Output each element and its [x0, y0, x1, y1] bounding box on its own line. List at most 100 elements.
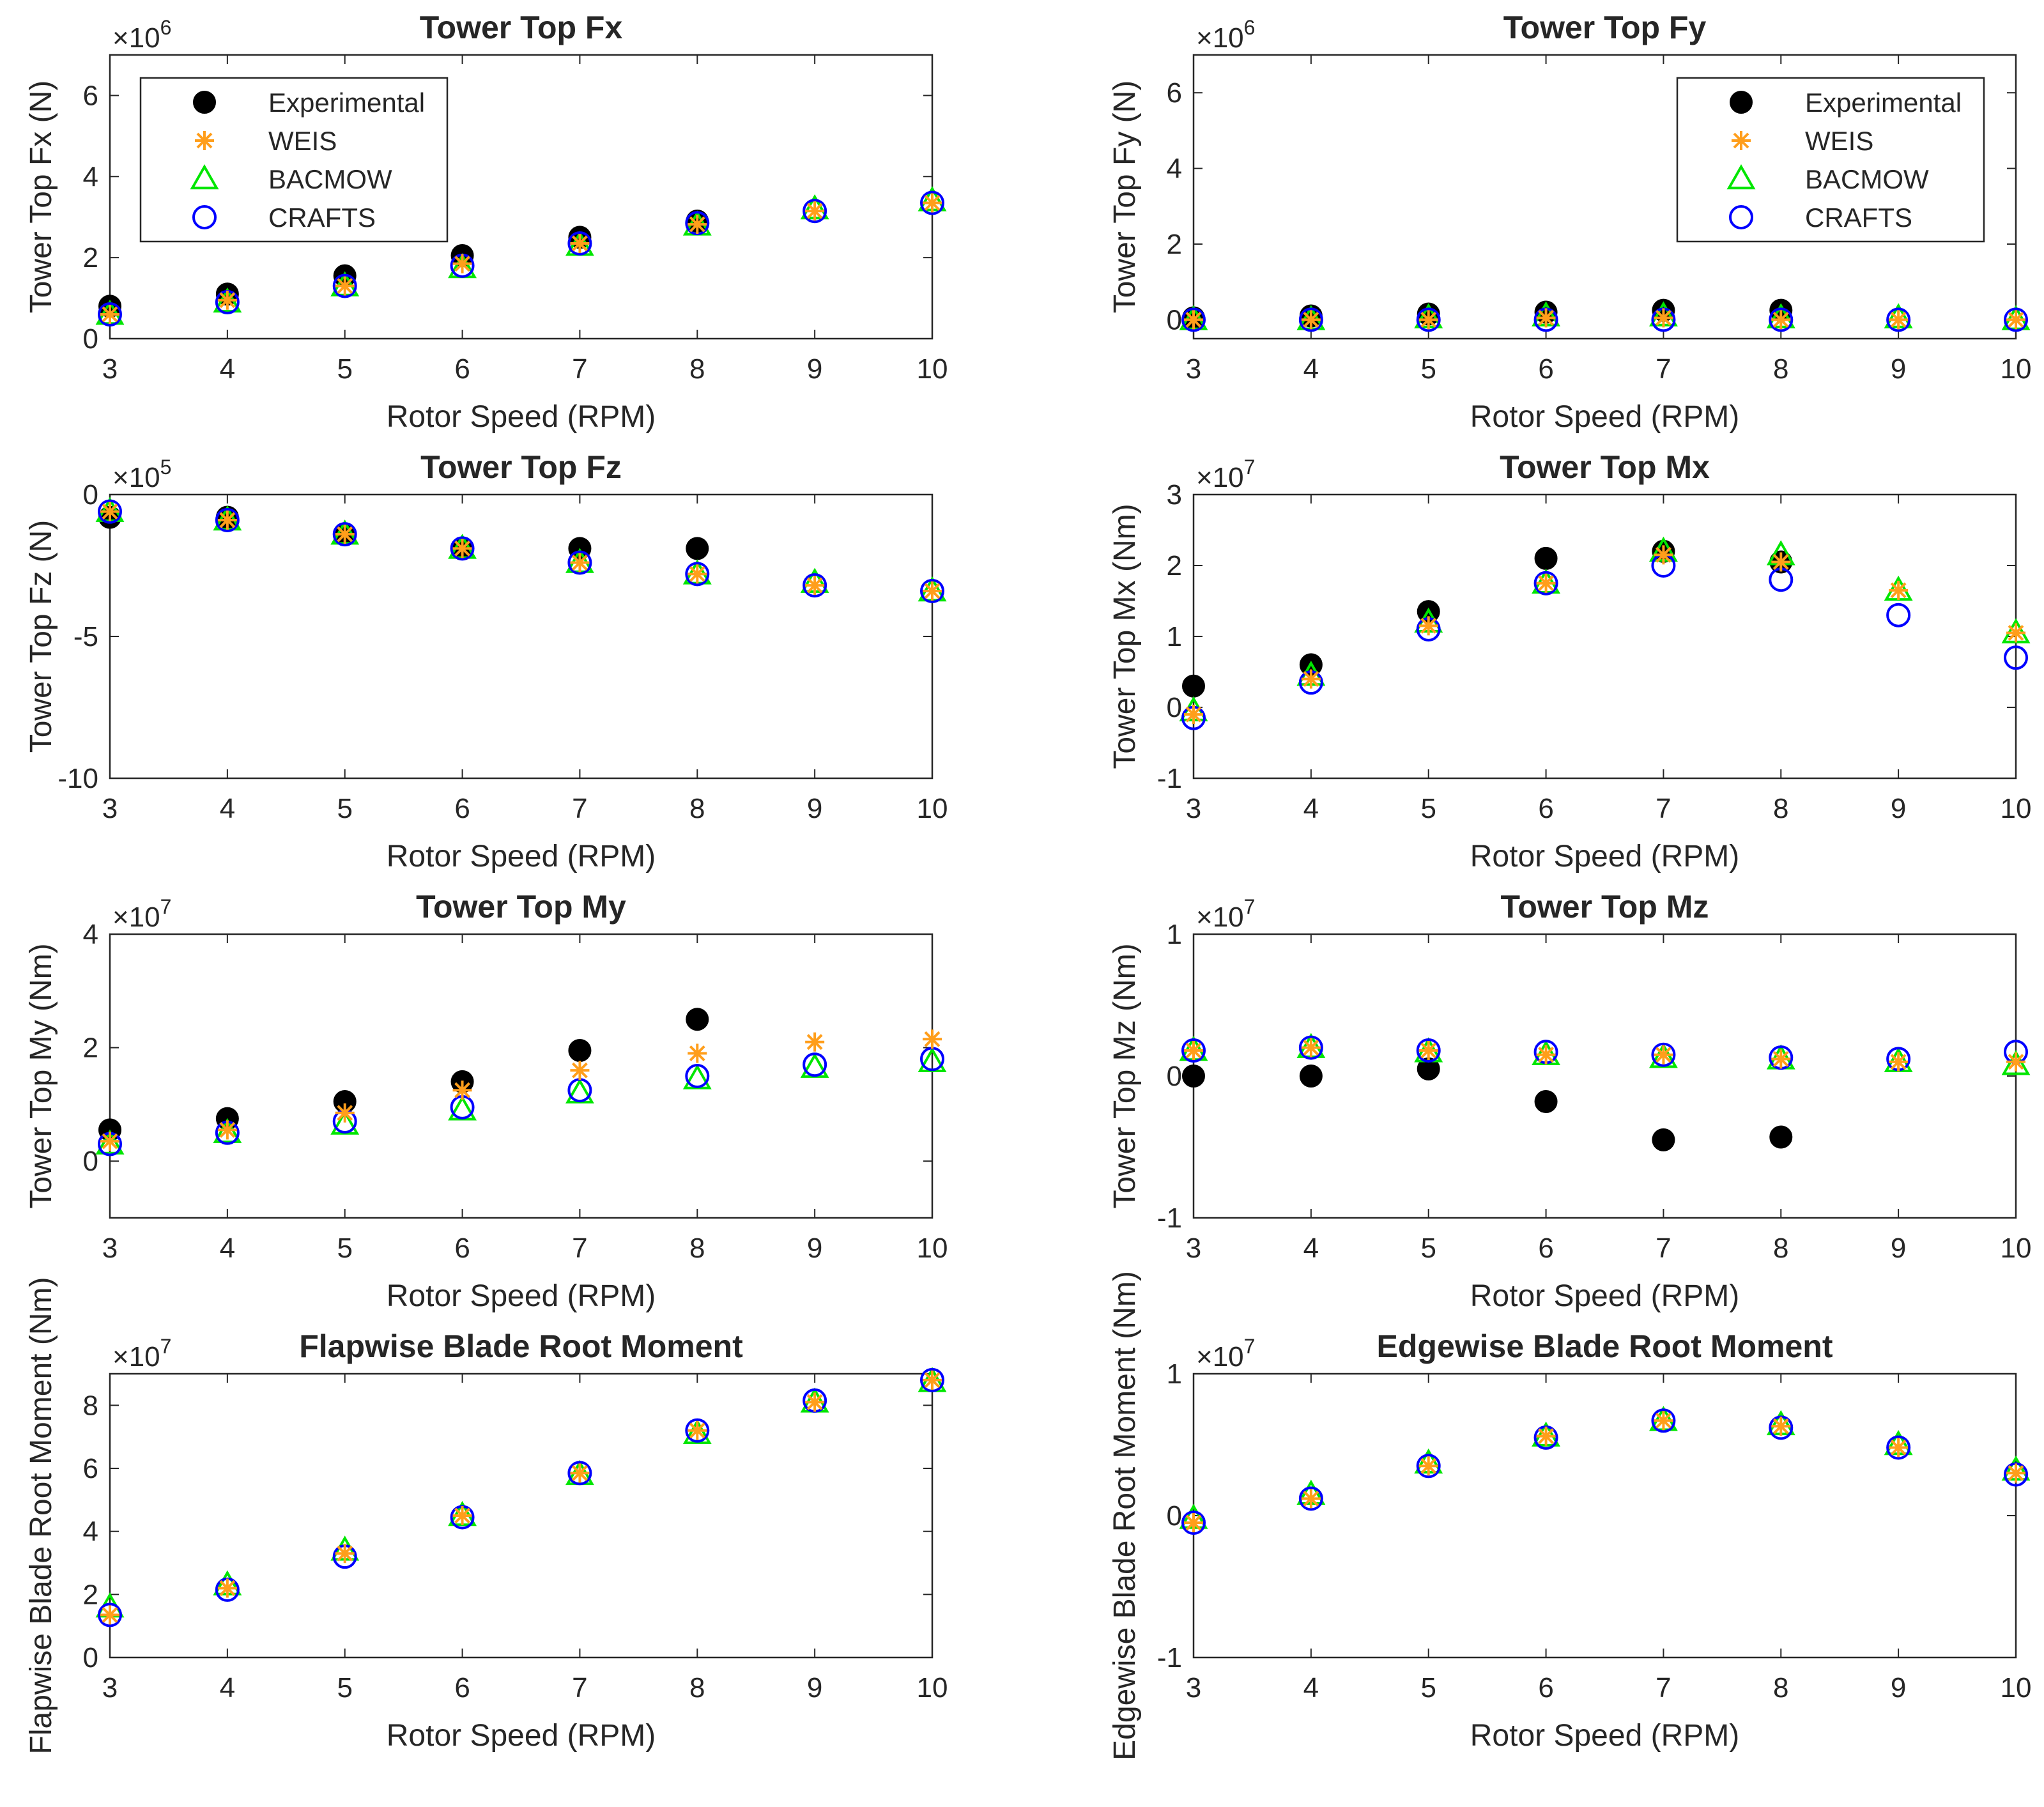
- legend-label-weis: WEIS: [1805, 126, 1873, 156]
- y-tick-label: 3: [1167, 479, 1182, 511]
- point-crafts: [1181, 1511, 1206, 1535]
- x-tick-label: 10: [2001, 793, 2032, 824]
- point-crafts: [803, 199, 827, 224]
- point-weis: [335, 1103, 355, 1123]
- axis-exponent-base: ×10: [1196, 1341, 1244, 1373]
- point-weis: [570, 1463, 590, 1483]
- y-tick-label: 2: [1167, 550, 1182, 581]
- x-axis-label: Rotor Speed (RPM): [1470, 1279, 1739, 1313]
- x-axis-label: Rotor Speed (RPM): [387, 1279, 656, 1313]
- point-weis: [805, 1032, 825, 1052]
- point-crafts: [98, 302, 122, 327]
- axis-exponent-base: ×10: [1196, 902, 1244, 933]
- point-weis: [1889, 1438, 1909, 1457]
- axis-exponent-base: ×10: [112, 22, 160, 54]
- point-weis: [1654, 545, 1673, 565]
- y-tick-label: 0: [1167, 1061, 1182, 1092]
- point-weis: [2006, 623, 2025, 643]
- axis-exponent: ×105: [112, 456, 171, 493]
- point-crafts: [685, 211, 710, 236]
- axis-exponent-power: 6: [1244, 16, 1256, 39]
- point-experimental: [1182, 674, 1205, 698]
- point-weis: [688, 1420, 707, 1440]
- x-tick-label: 8: [1773, 1672, 1788, 1703]
- x-axis-label: Rotor Speed (RPM): [387, 400, 656, 434]
- point-experimental: [1652, 1128, 1675, 1151]
- y-tick-label: 6: [1167, 77, 1182, 109]
- chart-title: Flapwise Blade Root Moment: [299, 1328, 743, 1364]
- point-crafts: [920, 190, 944, 215]
- point-weis: [570, 233, 590, 253]
- legend-label-experimental: Experimental: [268, 88, 425, 118]
- x-tick-label: 9: [807, 1233, 822, 1264]
- point-crafts: [1416, 1038, 1441, 1063]
- y-tick-label: 4: [83, 1516, 98, 1548]
- point-crafts: [98, 499, 122, 524]
- point-weis: [1301, 669, 1321, 689]
- axis-exponent-power: 7: [1244, 1335, 1256, 1358]
- chart-title: Tower Top Fx: [420, 10, 623, 45]
- point-weis: [452, 1080, 472, 1100]
- x-tick-label: 9: [1891, 1233, 1906, 1264]
- x-tick-label: 10: [917, 1672, 948, 1703]
- point-experimental: [1299, 1065, 1323, 1088]
- point-crafts: [685, 1418, 710, 1443]
- x-tick-label: 3: [1186, 1672, 1201, 1703]
- point-crafts: [1181, 307, 1206, 332]
- point-weis: [1301, 310, 1321, 330]
- chart-title: Tower Top Mx: [1500, 449, 1710, 485]
- y-tick-label: 6: [83, 80, 98, 111]
- y-tick-label: 1: [1167, 919, 1182, 950]
- plot-area: [109, 933, 934, 1219]
- point-weis: [570, 1061, 590, 1080]
- plot-area: [109, 1373, 934, 1659]
- y-tick-label: 1: [1167, 621, 1182, 652]
- x-tick-label: 7: [572, 793, 587, 824]
- x-tick-label: 9: [1891, 353, 1906, 385]
- axis-exponent: ×107: [112, 1335, 171, 1373]
- point-crafts: [1651, 1408, 1676, 1433]
- point-weis: [1184, 705, 1203, 725]
- x-tick-label: 4: [1303, 793, 1319, 824]
- point-weis: [1771, 1417, 1791, 1436]
- x-tick-label: 7: [1656, 353, 1671, 385]
- axis-exponent-power: 7: [160, 1335, 172, 1358]
- point-weis: [100, 1132, 119, 1151]
- y-tick-label: 0: [83, 323, 98, 355]
- point-weis: [100, 1605, 119, 1625]
- point-weis: [1889, 580, 1909, 600]
- point-crafts: [332, 522, 357, 547]
- point-bacmow: [213, 1118, 242, 1144]
- y-tick-label: 2: [83, 1579, 98, 1610]
- point-crafts: [685, 562, 710, 587]
- x-axis-label: Rotor Speed (RPM): [1470, 840, 1739, 873]
- y-tick-label: 0: [83, 1642, 98, 1673]
- x-tick-label: 10: [2001, 353, 2032, 385]
- point-weis: [1418, 616, 1438, 636]
- point-weis: [2006, 1052, 2025, 1072]
- legend: Experimental WEIS BACMOW CRAFTS: [139, 77, 449, 243]
- y-axis-label: Tower Top My (Nm): [24, 943, 58, 1208]
- x-tick-label: 8: [689, 353, 705, 385]
- y-axis-label: Tower Top Mx (Nm): [1108, 504, 1142, 769]
- x-tick-label: 5: [1420, 1233, 1436, 1264]
- point-crafts: [685, 1064, 710, 1088]
- point-weis: [1184, 1513, 1203, 1533]
- point-weis: [688, 215, 707, 235]
- point-weis: [2006, 1463, 2025, 1483]
- point-crafts: [920, 578, 944, 603]
- x-tick-label: 3: [102, 353, 118, 385]
- x-tick-label: 9: [807, 353, 822, 385]
- point-bacmow: [95, 1129, 125, 1155]
- x-tick-label: 6: [1538, 1233, 1553, 1264]
- point-weis: [452, 254, 472, 273]
- point-weis: [452, 539, 472, 558]
- y-tick-label: 0: [83, 1146, 98, 1177]
- point-weis: [452, 1506, 472, 1525]
- x-tick-label: 8: [689, 1672, 705, 1703]
- point-crafts: [567, 1461, 592, 1486]
